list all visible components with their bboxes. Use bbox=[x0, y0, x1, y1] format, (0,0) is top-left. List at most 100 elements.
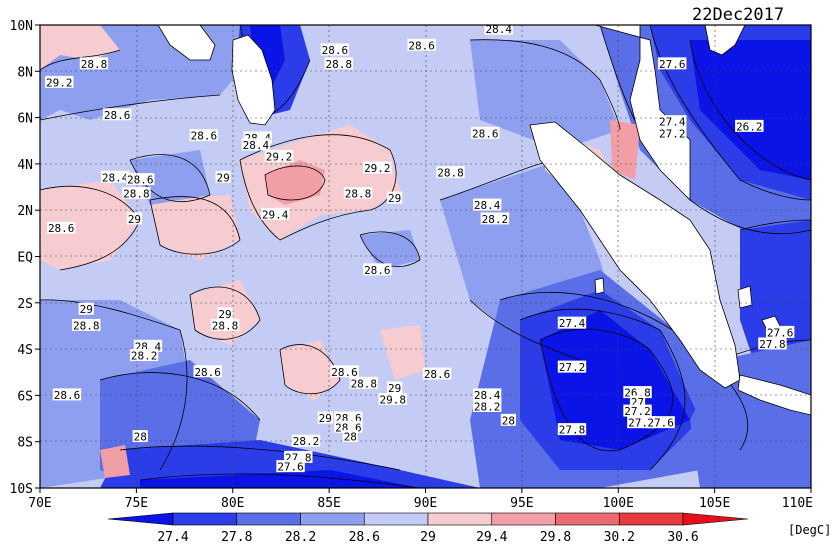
contour-label: 27.8 bbox=[559, 424, 586, 437]
longitude-axis: 70E 75E 80E 85E 90E 95E 100E 105E 110E bbox=[28, 488, 813, 511]
contour-label-bg bbox=[217, 307, 233, 320]
colorbar: 27.4 27.8 28.2 28.6 29 29.4 29.8 30.2 30.6 bbox=[107, 512, 749, 544]
contour-label-bg bbox=[480, 212, 510, 225]
contour-label-bg bbox=[623, 404, 652, 417]
contour-label: 27.4 bbox=[659, 116, 686, 129]
contour-label-bg bbox=[387, 191, 403, 204]
colorbar-swatch bbox=[618, 512, 684, 526]
contour-label-bg bbox=[363, 263, 392, 276]
contour-label: 27.8 bbox=[759, 338, 786, 351]
colorbar-tick-label: 30.6 bbox=[667, 530, 698, 544]
colorbar-tick-label: 28.2 bbox=[285, 530, 316, 544]
contour-label-bg bbox=[132, 430, 148, 443]
contour-label: 28.2 bbox=[293, 435, 320, 448]
lat-tick-label: 4S bbox=[17, 343, 33, 358]
contour-label: 29 bbox=[319, 412, 332, 425]
contour-label: 27.2 bbox=[659, 127, 686, 140]
contour-label-bg bbox=[735, 119, 764, 132]
lon-tick-label: 75E bbox=[125, 496, 148, 511]
contour-label-bg bbox=[500, 413, 516, 426]
contour-label-bg bbox=[484, 25, 513, 35]
contour-label: 29.4 bbox=[262, 208, 289, 221]
colorbar-swatch bbox=[236, 512, 301, 526]
contour-label: 28 bbox=[502, 414, 515, 427]
colorbar-tick-label: 27.4 bbox=[157, 530, 188, 544]
contour-label: 28.8 bbox=[437, 167, 464, 180]
contour-label: 28.8 bbox=[81, 58, 108, 71]
colorbar-tick-label: 29.4 bbox=[476, 530, 507, 544]
contour-label-bg bbox=[334, 420, 363, 433]
contour-label-bg bbox=[133, 339, 163, 352]
colorbar-swatch bbox=[363, 512, 429, 526]
contour-label: 28.8 bbox=[123, 187, 150, 200]
latitude-axis: 10N 8N 6N 4N 2N EQ 2S 4S 6S 8S 10S bbox=[10, 19, 40, 497]
contour-label-bg bbox=[47, 221, 76, 234]
contour-label: 28.2 bbox=[482, 213, 509, 226]
contour-label-bg bbox=[343, 186, 373, 199]
contour-label: 27.4 bbox=[559, 317, 586, 330]
colorbar-swatch bbox=[427, 512, 493, 526]
contour-label: 29 bbox=[80, 303, 93, 316]
contour-label-bg bbox=[472, 388, 502, 401]
land-masses bbox=[157, 25, 811, 416]
contour-label-bg bbox=[758, 337, 787, 350]
contour-label: 28.4 bbox=[474, 389, 501, 402]
contour-label: 29.2 bbox=[364, 162, 391, 175]
lon-tick-label: 95E bbox=[510, 496, 533, 511]
contour-label-bg bbox=[241, 138, 271, 151]
lon-tick-label: 80E bbox=[221, 496, 244, 511]
contour-label: 28.2 bbox=[474, 400, 501, 413]
sst-field: 28.829.228.628.628.428.429.228.428.628.8… bbox=[40, 25, 811, 488]
colorbar-swatch bbox=[300, 512, 365, 526]
contour-label-bg bbox=[557, 316, 587, 329]
lon-tick-label: 110E bbox=[782, 496, 813, 511]
contour-label: 29 bbox=[128, 213, 141, 226]
contour-label-bg bbox=[349, 376, 379, 389]
contour-label: 27.6 bbox=[277, 461, 304, 474]
contour-label: 28.4 bbox=[102, 171, 129, 184]
colorbar-swatch bbox=[491, 512, 556, 526]
graticule bbox=[40, 25, 811, 488]
contour-label-bg bbox=[260, 207, 290, 220]
colorbar-tick-label: 29 bbox=[420, 530, 436, 544]
contour-label-bg bbox=[330, 365, 359, 378]
lat-tick-label: 4N bbox=[17, 158, 33, 173]
contour-label-bg bbox=[765, 325, 795, 338]
lon-tick-label: 90E bbox=[414, 496, 437, 511]
lon-tick-label: 100E bbox=[603, 496, 634, 511]
contour-label-bg bbox=[210, 318, 240, 331]
lat-tick-label: 6N bbox=[17, 112, 33, 127]
contour-label: 28.6 bbox=[408, 39, 435, 52]
contour-label-bg bbox=[363, 161, 392, 174]
contour-label: 29 bbox=[216, 171, 229, 184]
contour-label: 26.2 bbox=[736, 120, 763, 133]
lat-tick-label: 2N bbox=[17, 204, 33, 219]
contour-label: 28.6 bbox=[48, 222, 75, 235]
contour-label-bg bbox=[646, 416, 675, 429]
contour-label: 28.6 bbox=[104, 109, 131, 122]
contour-label-bg bbox=[557, 423, 587, 436]
contour-label-bg bbox=[102, 108, 132, 121]
contour-label-bg bbox=[189, 129, 219, 142]
contour-label-bg bbox=[291, 434, 321, 447]
contour-label: 28.8 bbox=[212, 319, 239, 332]
contour-label-bg bbox=[471, 126, 500, 139]
contour-label-bg bbox=[126, 173, 155, 186]
contour-label-bg bbox=[334, 411, 363, 424]
contour-label-bg bbox=[45, 75, 74, 88]
contour-label-bg bbox=[215, 170, 231, 183]
contour-label-bg bbox=[129, 349, 159, 362]
contour-label-bg bbox=[472, 399, 502, 412]
colorbar-swatch bbox=[555, 512, 620, 526]
contour-label: 29.8 bbox=[379, 394, 406, 407]
contour-label-bg bbox=[320, 43, 350, 56]
lat-tick-label: EQ bbox=[17, 251, 33, 266]
contour-label-bg bbox=[52, 388, 82, 401]
lat-tick-label: 8S bbox=[17, 436, 33, 451]
contour-label-bg bbox=[317, 411, 333, 424]
contour-label-bg bbox=[629, 395, 646, 408]
contour-label: 28.8 bbox=[326, 58, 353, 71]
lat-tick-label: 10S bbox=[10, 482, 33, 497]
contour-label-bg bbox=[193, 365, 222, 378]
